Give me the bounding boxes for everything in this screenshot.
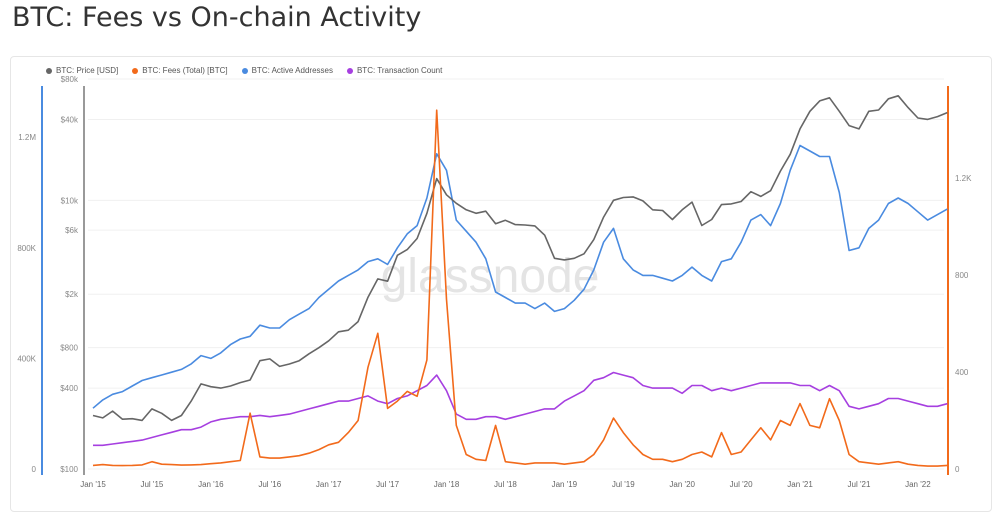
addresses-tick-label: 1.2M xyxy=(18,133,36,142)
x-tick-label: Jan '19 xyxy=(552,480,578,489)
x-tick-label: Jan '18 xyxy=(434,480,460,489)
page-title: BTC: Fees vs On-chain Activity xyxy=(12,2,422,33)
legend-dot xyxy=(46,67,52,74)
price-tick-label: $10k xyxy=(61,196,79,205)
x-tick-label: Jul '18 xyxy=(494,480,517,489)
price-tick-label: $6k xyxy=(65,226,79,235)
price-tick-label: $100 xyxy=(60,465,78,474)
x-tick-label: Jul '15 xyxy=(140,480,163,489)
fees-tick-label: 1.2K xyxy=(955,174,972,183)
x-tick-label: Jul '19 xyxy=(612,480,635,489)
addresses-tick-label: 0 xyxy=(32,465,37,474)
chart-card xyxy=(10,56,992,512)
series-line-btc-price-usd- xyxy=(92,95,948,422)
price-tick-label: $2k xyxy=(65,290,79,299)
price-tick-label: $400 xyxy=(60,384,78,393)
legend-label: BTC: Price [USD] xyxy=(56,66,119,75)
addresses-tick-label: 400K xyxy=(17,354,36,363)
watermark: glassnode xyxy=(381,250,600,303)
legend-label: BTC: Transaction Count xyxy=(356,66,443,75)
legend-dot xyxy=(241,67,248,74)
fees-tick-label: 400 xyxy=(955,368,969,377)
series-line-btc-active-addresses xyxy=(92,144,948,409)
series-line-btc-transaction-count xyxy=(93,371,948,447)
x-tick-label: Jul '16 xyxy=(258,480,281,489)
legend: BTC: Price [USD] BTC: Fees (Total) [BTC]… xyxy=(46,66,442,75)
x-tick-label: Jan '15 xyxy=(80,480,106,489)
x-tick-label: Jan '22 xyxy=(905,480,931,489)
x-tick-label: Jan '17 xyxy=(316,480,342,489)
legend-label: BTC: Active Addresses xyxy=(251,66,333,75)
addresses-tick-label: 800K xyxy=(17,244,36,253)
price-tick-label: $80k xyxy=(61,75,79,84)
fees-tick-label: 0 xyxy=(955,465,960,474)
legend-dot xyxy=(346,67,353,74)
legend-item-tx[interactable]: BTC: Transaction Count xyxy=(346,66,443,75)
x-tick-label: Jan '20 xyxy=(669,480,695,489)
series-line-btc-fees-total-btc- xyxy=(92,109,948,467)
price-tick-label: $40k xyxy=(61,115,79,124)
legend-item-addresses[interactable]: BTC: Active Addresses xyxy=(241,66,333,75)
legend-item-fees[interactable]: BTC: Fees (Total) [BTC] xyxy=(132,66,228,75)
x-tick-label: Jan '21 xyxy=(787,480,813,489)
x-tick-label: Jul '21 xyxy=(848,480,871,489)
price-tick-label: $800 xyxy=(60,344,78,353)
legend-dot xyxy=(132,67,139,74)
x-tick-label: Jul '20 xyxy=(730,480,753,489)
legend-label: BTC: Fees (Total) [BTC] xyxy=(142,66,228,75)
legend-item-price[interactable]: BTC: Price [USD] xyxy=(46,66,118,75)
x-tick-label: Jul '17 xyxy=(376,480,399,489)
fees-tick-label: 800 xyxy=(955,271,969,280)
x-tick-label: Jan '16 xyxy=(198,480,224,489)
